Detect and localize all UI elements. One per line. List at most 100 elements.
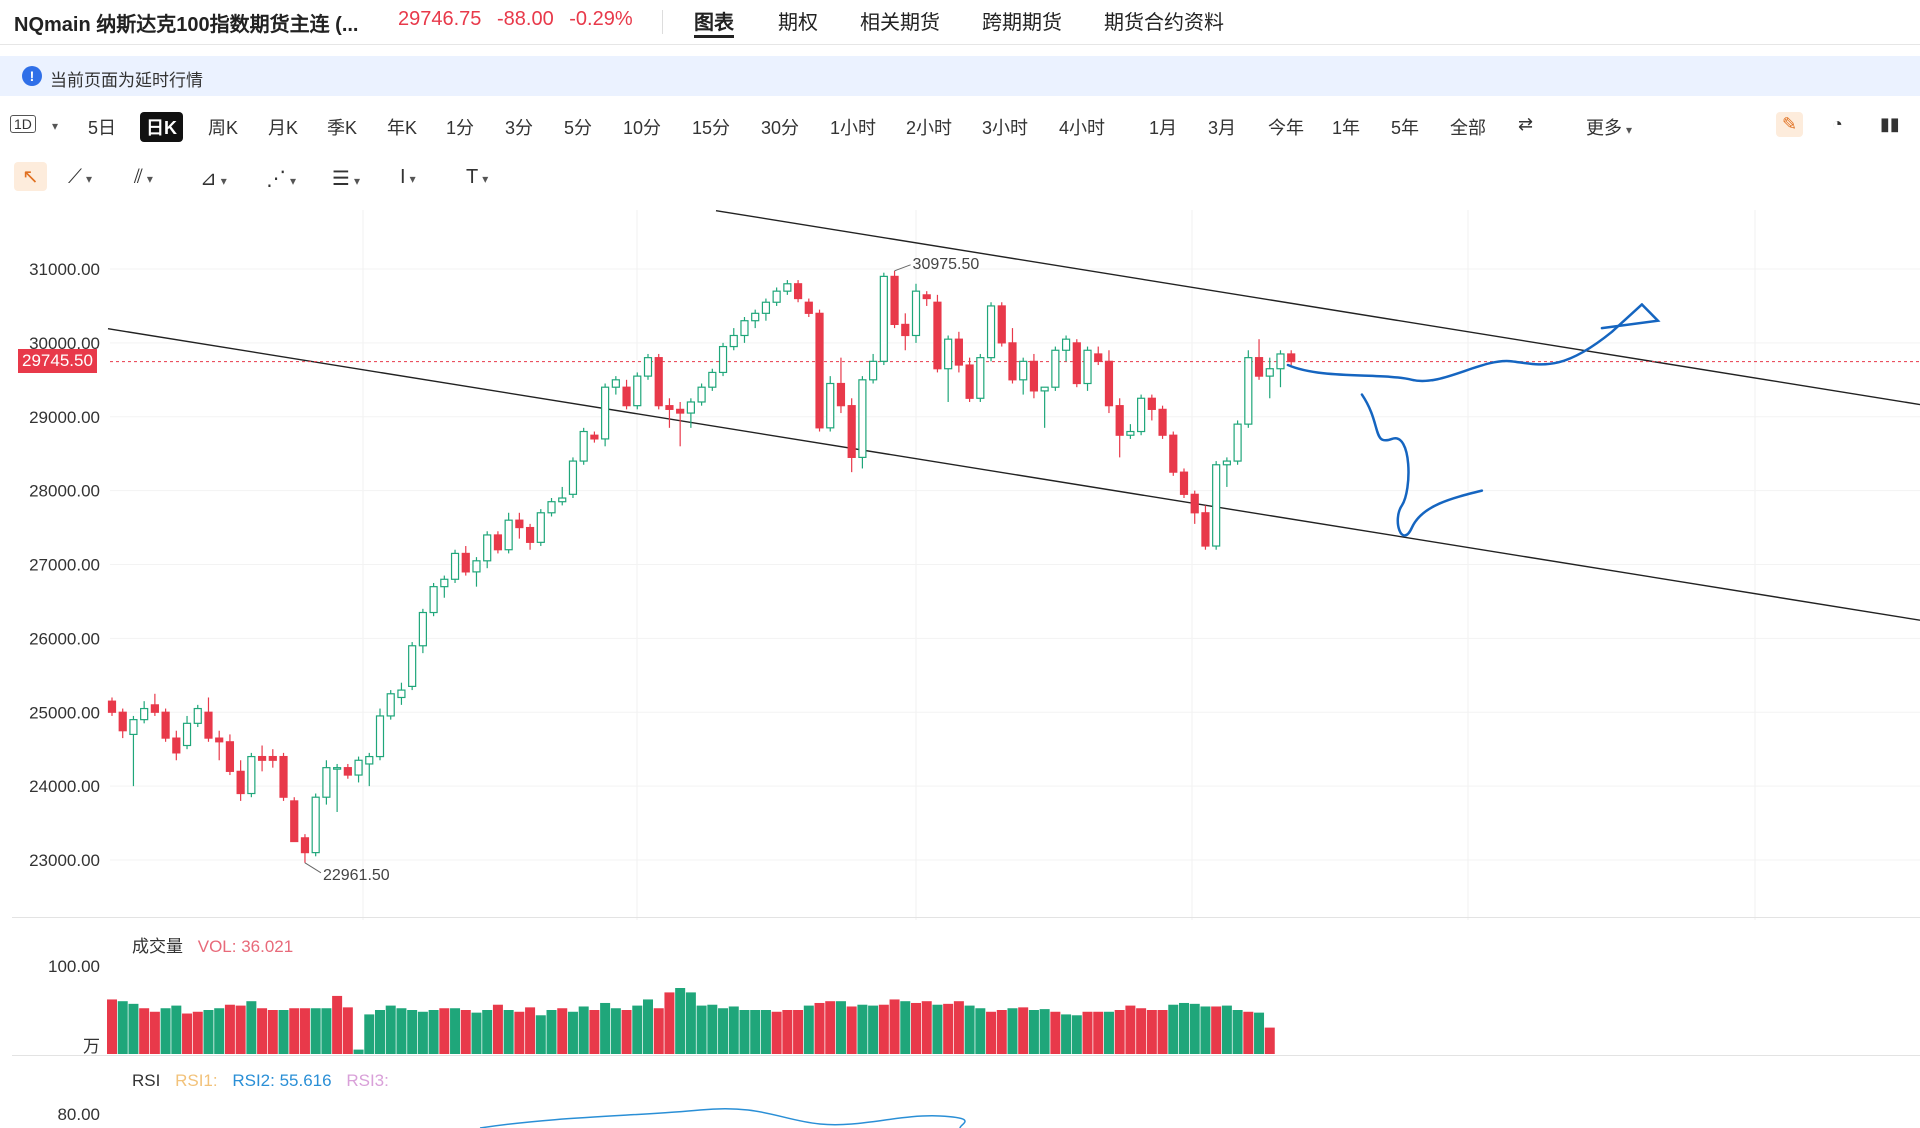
- period-monthly[interactable]: 月K: [268, 118, 299, 138]
- candle-body: [1201, 512, 1210, 547]
- candle: [740, 317, 749, 343]
- period-2h[interactable]: 2小时: [906, 118, 953, 138]
- volume-bar: [975, 1008, 986, 1054]
- volume-bar: [718, 1008, 729, 1054]
- tab-contract-info[interactable]: 期货合约资料: [1104, 12, 1224, 34]
- text-cursor-icon[interactable]: I ▾: [400, 166, 416, 188]
- candle-body: [590, 434, 599, 440]
- fib-icon[interactable]: ⊿ ▾: [200, 168, 227, 190]
- volume-bar: [1125, 1005, 1136, 1054]
- volume-bar: [139, 1008, 150, 1054]
- volume-bar: [610, 1008, 621, 1054]
- price-change: -88.00: [496, 8, 554, 30]
- range-3m[interactable]: 3月: [1208, 118, 1237, 138]
- candle: [1158, 405, 1167, 439]
- candle: [590, 431, 599, 443]
- volume-bar: [760, 1010, 771, 1054]
- candle-body: [215, 737, 224, 743]
- draw-pencil-icon[interactable]: ✎: [1776, 112, 1804, 137]
- candle: [515, 512, 524, 539]
- candle-body: [365, 755, 374, 765]
- range-1m[interactable]: 1月: [1149, 118, 1178, 138]
- period-10min[interactable]: 10分: [623, 118, 662, 138]
- range-ytd[interactable]: 今年: [1268, 118, 1304, 138]
- tab-spread-futures[interactable]: 跨期期货: [982, 12, 1062, 34]
- high-label: 30975.50: [913, 256, 980, 273]
- candle: [676, 401, 685, 447]
- range-all[interactable]: 全部: [1450, 118, 1486, 138]
- candle: [879, 272, 888, 366]
- period-quarterly[interactable]: 季K: [327, 118, 358, 138]
- period-1h[interactable]: 1小时: [830, 118, 877, 138]
- text-tool-icon[interactable]: T ▾: [466, 166, 489, 188]
- period-daily[interactable]: 日K: [140, 112, 183, 142]
- candle-body: [547, 501, 556, 514]
- period-5d[interactable]: 5日: [88, 118, 117, 138]
- volume-bar: [1146, 1010, 1157, 1054]
- candle-body: [1147, 397, 1156, 410]
- candle-type-icon[interactable]: ▮▮: [1880, 114, 1900, 134]
- candle: [525, 523, 535, 550]
- chevron-down-icon[interactable]: ▾: [52, 119, 59, 133]
- candle-body: [1158, 408, 1167, 436]
- candle-body: [793, 283, 803, 300]
- period-5min[interactable]: 5分: [564, 118, 593, 138]
- symbol-title[interactable]: NQmain 纳斯达克100指数期货主连 (...: [14, 14, 359, 36]
- trend-channel-lines: [107, 209, 1920, 621]
- volume-bar: [460, 1010, 471, 1054]
- volume-bar: [1039, 1009, 1050, 1054]
- measure-icon[interactable]: ☰ ▾: [332, 168, 360, 190]
- candle: [150, 693, 159, 716]
- period-15min[interactable]: 15分: [692, 118, 731, 138]
- period-yearly[interactable]: 年K: [387, 118, 418, 138]
- candle: [1104, 350, 1114, 414]
- y-tick-label: 28000.00: [29, 482, 100, 501]
- volume-bar: [1254, 1012, 1265, 1054]
- period-3min[interactable]: 3分: [505, 118, 534, 138]
- range-1y[interactable]: 1年: [1332, 118, 1361, 138]
- candle: [1276, 350, 1285, 388]
- interval-icon[interactable]: 1D: [10, 115, 36, 133]
- volume-bar: [235, 1005, 246, 1054]
- trendline-icon[interactable]: ⟋ ▾: [68, 166, 93, 188]
- candle-body: [182, 722, 192, 747]
- calendar-icon[interactable]: ⇄: [1518, 114, 1534, 134]
- hand-drawn-arrows: [1286, 303, 1661, 537]
- range-5y[interactable]: 5年: [1391, 118, 1420, 138]
- period-30min[interactable]: 30分: [761, 118, 800, 138]
- volume-bar: [1082, 1011, 1093, 1054]
- candle: [815, 309, 824, 432]
- candle: [161, 708, 170, 742]
- y-tick-label: 29000.00: [29, 408, 100, 427]
- y-tick-label: 26000.00: [29, 629, 100, 648]
- tab-related-futures[interactable]: 相关期货: [860, 12, 940, 34]
- candle: [933, 294, 942, 373]
- volume-bar: [203, 1010, 214, 1054]
- volume-bar: [482, 1010, 493, 1054]
- volume-bar: [964, 1005, 975, 1054]
- nav-tabs: 图表 期权 相关期货 跨期期货 期货合约资料: [694, 0, 1266, 44]
- period-4h[interactable]: 4小时: [1059, 118, 1106, 138]
- volume-bar: [1168, 1004, 1179, 1054]
- tab-chart[interactable]: 图表: [694, 0, 734, 38]
- period-3h[interactable]: 3小时: [982, 118, 1029, 138]
- volume-bar: [1189, 1003, 1200, 1054]
- candle: [547, 498, 556, 517]
- more-periods[interactable]: 更多 ▾: [1586, 118, 1633, 138]
- volume-bar: [911, 1002, 921, 1054]
- gauge-icon[interactable]: ◔: [1832, 114, 1843, 134]
- channel-icon[interactable]: ⫽ ▾: [134, 166, 153, 188]
- candle-body: [493, 534, 503, 551]
- period-1min[interactable]: 1分: [446, 118, 475, 138]
- volume-bar: [1061, 1014, 1072, 1054]
- volume-bar: [868, 1005, 879, 1054]
- candle-body: [397, 689, 406, 699]
- pattern-icon[interactable]: ⋰ ▾: [266, 168, 297, 190]
- price-chart[interactable]: 31000.00 30000.00 29000.00 28000.00 27000.00…: [0, 200, 1920, 1128]
- candle-body: [140, 707, 149, 721]
- period-weekly[interactable]: 周K: [208, 118, 239, 138]
- tab-options[interactable]: 期权: [778, 12, 818, 34]
- cursor-icon[interactable]: ↖: [14, 162, 47, 191]
- candle: [118, 708, 127, 739]
- candle: [129, 715, 138, 787]
